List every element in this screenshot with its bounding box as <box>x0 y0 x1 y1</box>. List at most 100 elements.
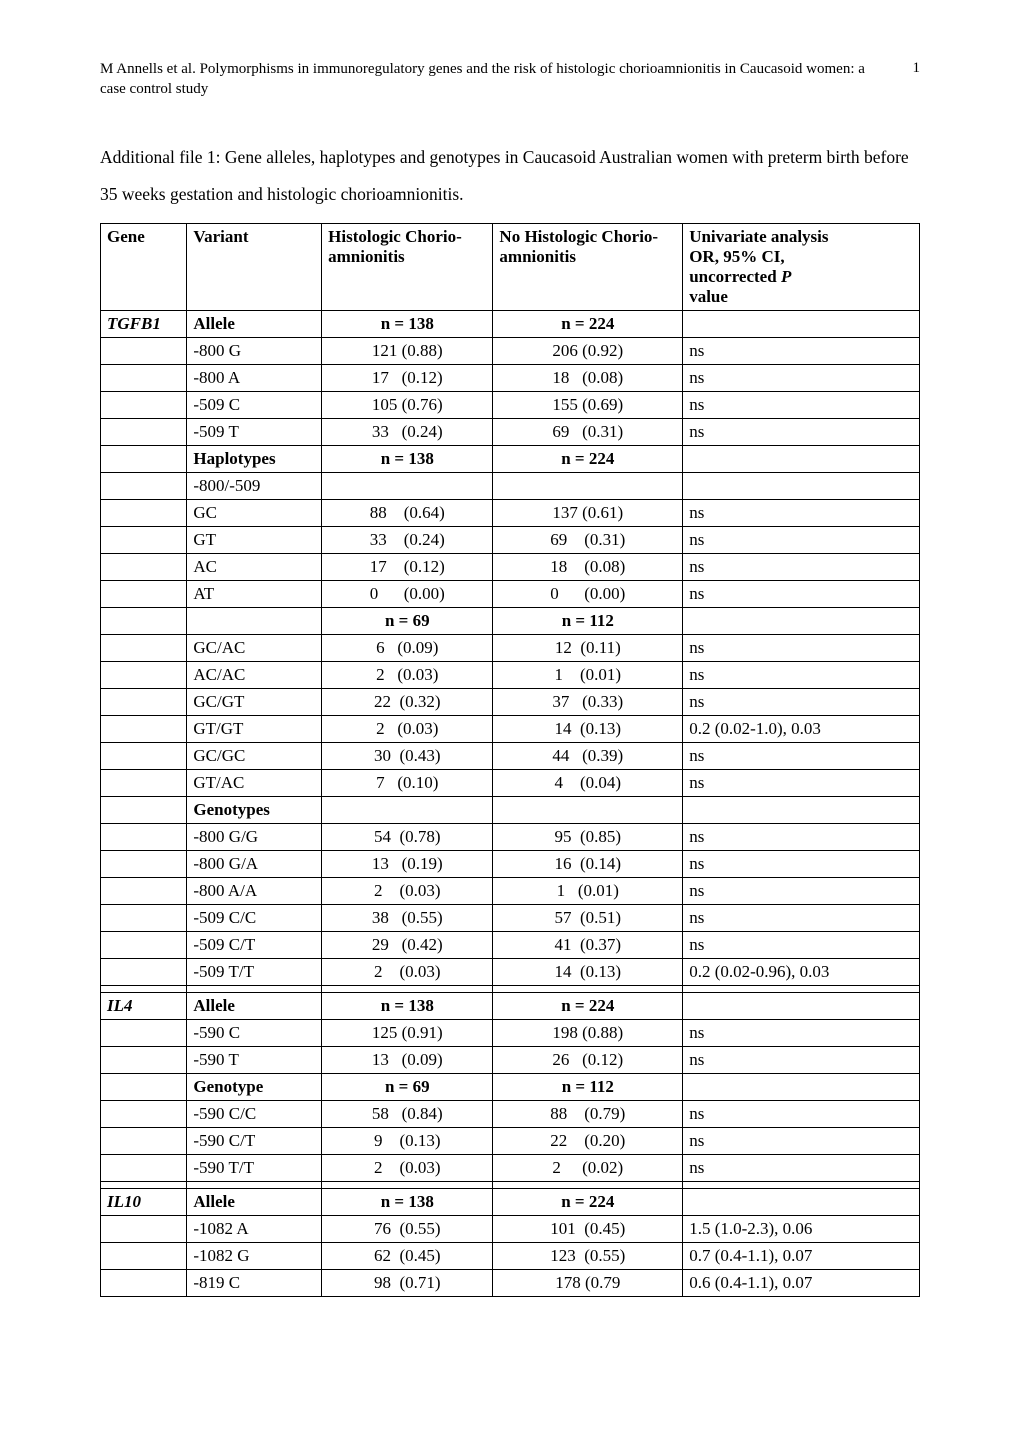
cell-variant: GT/AC <box>187 769 322 796</box>
uni-p: P <box>781 267 791 286</box>
cell-gene <box>101 1127 187 1154</box>
table-row: -1082 G62 (0.45)123 (0.55)0.7 (0.4-1.1),… <box>101 1242 920 1269</box>
cell-gene <box>101 553 187 580</box>
cell-variant: GC/GC <box>187 742 322 769</box>
cell-histologic: n = 69 <box>322 1073 493 1100</box>
cell-histologic <box>322 796 493 823</box>
page-number: 1 <box>913 60 921 99</box>
cell-no-histologic: 69 (0.31) <box>493 418 683 445</box>
cell-variant <box>187 985 322 992</box>
cell-no-histologic: 26 (0.12) <box>493 1046 683 1073</box>
cell-no-histologic: 198 (0.88) <box>493 1019 683 1046</box>
cell-gene <box>101 472 187 499</box>
table-row: -590 T/T2 (0.03)2 (0.02)ns <box>101 1154 920 1181</box>
cell-no-histologic: n = 112 <box>493 1073 683 1100</box>
cell-histologic <box>322 1181 493 1188</box>
table-row: -590 C/T9 (0.13)22 (0.20)ns <box>101 1127 920 1154</box>
cell-no-histologic: 69 (0.31) <box>493 526 683 553</box>
cell-variant: -800/-509 <box>187 472 322 499</box>
cell-gene <box>101 688 187 715</box>
header-histologic: Histologic Chorio-amnionitis <box>322 223 493 310</box>
cell-histologic: 62 (0.45) <box>322 1242 493 1269</box>
cell-no-histologic: n = 224 <box>493 445 683 472</box>
table-row: -509 C105 (0.76)155 (0.69)ns <box>101 391 920 418</box>
cell-variant: Genotypes <box>187 796 322 823</box>
cell-variant: Genotype <box>187 1073 322 1100</box>
cell-histologic: 105 (0.76) <box>322 391 493 418</box>
cell-no-histologic: n = 224 <box>493 1188 683 1215</box>
cell-univariate <box>683 1181 920 1188</box>
table-row: -800/-509 <box>101 472 920 499</box>
cell-gene <box>101 823 187 850</box>
cell-gene <box>101 526 187 553</box>
cell-no-histologic: 95 (0.85) <box>493 823 683 850</box>
cell-no-histologic: 137 (0.61) <box>493 499 683 526</box>
cell-histologic: 6 (0.09) <box>322 634 493 661</box>
cell-no-histologic: 12 (0.11) <box>493 634 683 661</box>
table-row: GC/GC30 (0.43)44 (0.39)ns <box>101 742 920 769</box>
cell-histologic: n = 69 <box>322 607 493 634</box>
header-no-histologic: No Histologic Chorio-amnionitis <box>493 223 683 310</box>
cell-no-histologic: 37 (0.33) <box>493 688 683 715</box>
cell-gene <box>101 877 187 904</box>
citation-text: M Annells et al. Polymorphisms in immuno… <box>100 60 880 99</box>
cell-variant: GC/AC <box>187 634 322 661</box>
cell-variant: -590 C/C <box>187 1100 322 1127</box>
header-variant: Variant <box>187 223 322 310</box>
cell-histologic: 2 (0.03) <box>322 877 493 904</box>
cell-histologic: n = 138 <box>322 445 493 472</box>
cell-histologic: 2 (0.03) <box>322 1154 493 1181</box>
cell-variant: Allele <box>187 310 322 337</box>
cell-variant: -1082 G <box>187 1242 322 1269</box>
cell-gene <box>101 1181 187 1188</box>
cell-histologic: 13 (0.19) <box>322 850 493 877</box>
cell-gene <box>101 1242 187 1269</box>
cell-no-histologic <box>493 985 683 992</box>
table-row: AT0 (0.00)0 (0.00)ns <box>101 580 920 607</box>
cell-variant: -1082 A <box>187 1215 322 1242</box>
cell-histologic: 125 (0.91) <box>322 1019 493 1046</box>
cell-variant: AC/AC <box>187 661 322 688</box>
table-row: IL4Allelen = 138n = 224 <box>101 992 920 1019</box>
table-row: -590 C/C58 (0.84)88 (0.79)ns <box>101 1100 920 1127</box>
cell-gene <box>101 742 187 769</box>
cell-no-histologic: 41 (0.37) <box>493 931 683 958</box>
table-row: -590 C125 (0.91)198 (0.88)ns <box>101 1019 920 1046</box>
cell-univariate: 0.2 (0.02-1.0), 0.03 <box>683 715 920 742</box>
table-row: Genotypen = 69n = 112 <box>101 1073 920 1100</box>
cell-no-histologic: 16 (0.14) <box>493 850 683 877</box>
cell-no-histologic: 88 (0.79) <box>493 1100 683 1127</box>
cell-gene: IL4 <box>101 992 187 1019</box>
cell-gene <box>101 958 187 985</box>
table-row: AC/AC2 (0.03)1 (0.01)ns <box>101 661 920 688</box>
table-row: -800 G/G54 (0.78)95 (0.85)ns <box>101 823 920 850</box>
cell-variant: -509 T <box>187 418 322 445</box>
table-row: AC17 (0.12)18 (0.08)ns <box>101 553 920 580</box>
cell-no-histologic: 14 (0.13) <box>493 715 683 742</box>
table-row: GT/GT2 (0.03)14 (0.13)0.2 (0.02-1.0), 0.… <box>101 715 920 742</box>
cell-univariate <box>683 1073 920 1100</box>
cell-univariate: 0.2 (0.02-0.96), 0.03 <box>683 958 920 985</box>
cell-gene <box>101 1019 187 1046</box>
cell-no-histologic: 1 (0.01) <box>493 661 683 688</box>
table-body: TGFB1Allelen = 138n = 224-800 G121 (0.88… <box>101 310 920 1296</box>
table-row <box>101 985 920 992</box>
cell-variant: GC/GT <box>187 688 322 715</box>
cell-univariate: ns <box>683 742 920 769</box>
cell-variant: -509 C/C <box>187 904 322 931</box>
table-row: -1082 A76 (0.55)101 (0.45)1.5 (1.0-2.3),… <box>101 1215 920 1242</box>
cell-variant: -509 T/T <box>187 958 322 985</box>
table-row: GT33 (0.24)69 (0.31)ns <box>101 526 920 553</box>
cell-histologic: 38 (0.55) <box>322 904 493 931</box>
additional-file-title: Additional file 1: Gene alleles, haploty… <box>100 139 920 213</box>
cell-no-histologic: n = 112 <box>493 607 683 634</box>
table-row: Haplotypesn = 138n = 224 <box>101 445 920 472</box>
cell-gene <box>101 1100 187 1127</box>
cell-univariate: ns <box>683 499 920 526</box>
cell-gene <box>101 418 187 445</box>
cell-histologic: 7 (0.10) <box>322 769 493 796</box>
cell-gene <box>101 580 187 607</box>
cell-no-histologic <box>493 472 683 499</box>
cell-histologic: 98 (0.71) <box>322 1269 493 1296</box>
cell-variant: -800 G <box>187 337 322 364</box>
